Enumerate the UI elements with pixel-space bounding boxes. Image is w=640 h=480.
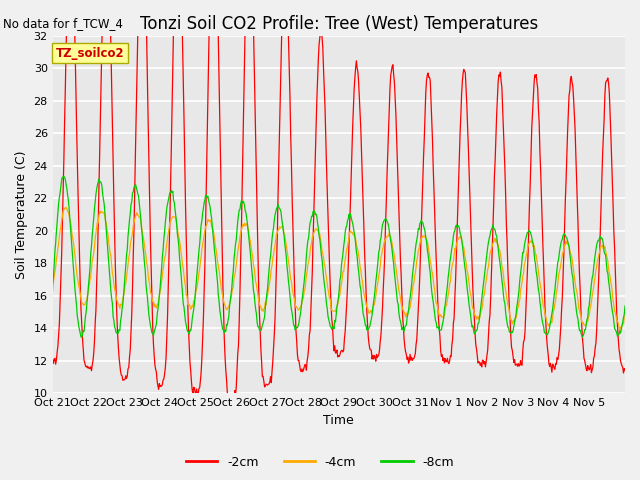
X-axis label: Time: Time (323, 414, 354, 427)
Y-axis label: Soil Temperature (C): Soil Temperature (C) (15, 150, 28, 279)
Title: Tonzi Soil CO2 Profile: Tree (West) Temperatures: Tonzi Soil CO2 Profile: Tree (West) Temp… (140, 15, 538, 33)
Text: No data for f_TCW_4: No data for f_TCW_4 (3, 17, 123, 30)
Legend: -2cm, -4cm, -8cm: -2cm, -4cm, -8cm (181, 451, 459, 474)
Text: TZ_soilco2: TZ_soilco2 (56, 47, 124, 60)
